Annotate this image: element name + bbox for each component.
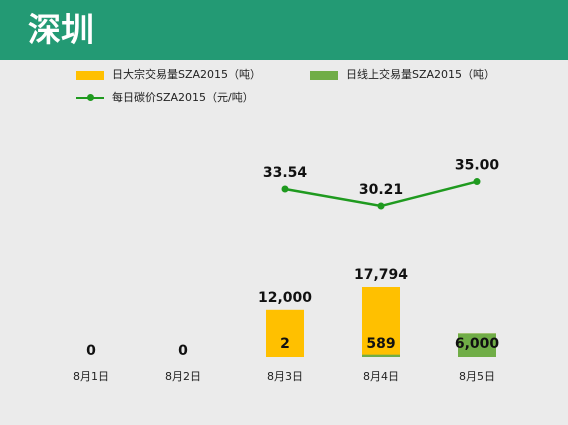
data-label-online: 2 — [280, 336, 290, 352]
chart-legend: 日大宗交易量SZA2015（吨） 日线上交易量SZA2015（吨） 每日碳价SZ… — [0, 0, 568, 110]
legend-label-price: 每日碳价SZA2015（元/吨） — [112, 91, 254, 104]
data-label-online: 589 — [366, 336, 395, 352]
bar-bulk — [266, 309, 304, 357]
data-label-price: 35.00 — [455, 158, 500, 174]
legend-swatch-bulk — [76, 71, 104, 80]
bar-bulk — [362, 287, 400, 357]
page-title: 深圳 — [28, 10, 94, 49]
bar-online — [458, 333, 496, 357]
legend-swatch-price — [76, 94, 104, 101]
data-label-online: 6,000 — [455, 336, 500, 352]
data-label-price: 30.21 — [359, 182, 403, 198]
legend-swatch-online — [310, 71, 338, 80]
legend-label-online: 日线上交易量SZA2015（吨） — [346, 68, 496, 81]
x-tick-label: 8月5日 — [459, 370, 495, 383]
data-label-price: 33.54 — [263, 165, 308, 181]
x-tick-label: 8月3日 — [267, 370, 303, 383]
x-tick-label: 8月1日 — [73, 370, 109, 383]
price-point — [473, 178, 481, 186]
price-point — [281, 185, 289, 193]
header-banner: 深圳 — [0, 0, 568, 60]
data-label-bulk: 17,794 — [354, 267, 408, 283]
price-point — [377, 202, 385, 210]
legend-label-bulk: 日大宗交易量SZA2015（吨） — [112, 68, 262, 81]
data-label-bulk: 12,000 — [258, 290, 312, 306]
x-tick-label: 8月2日 — [165, 370, 201, 383]
data-label-bulk: 0 — [178, 343, 188, 359]
data-label-bulk: 0 — [86, 343, 96, 359]
bar-online — [362, 354, 400, 357]
x-tick-label: 8月4日 — [363, 370, 399, 383]
